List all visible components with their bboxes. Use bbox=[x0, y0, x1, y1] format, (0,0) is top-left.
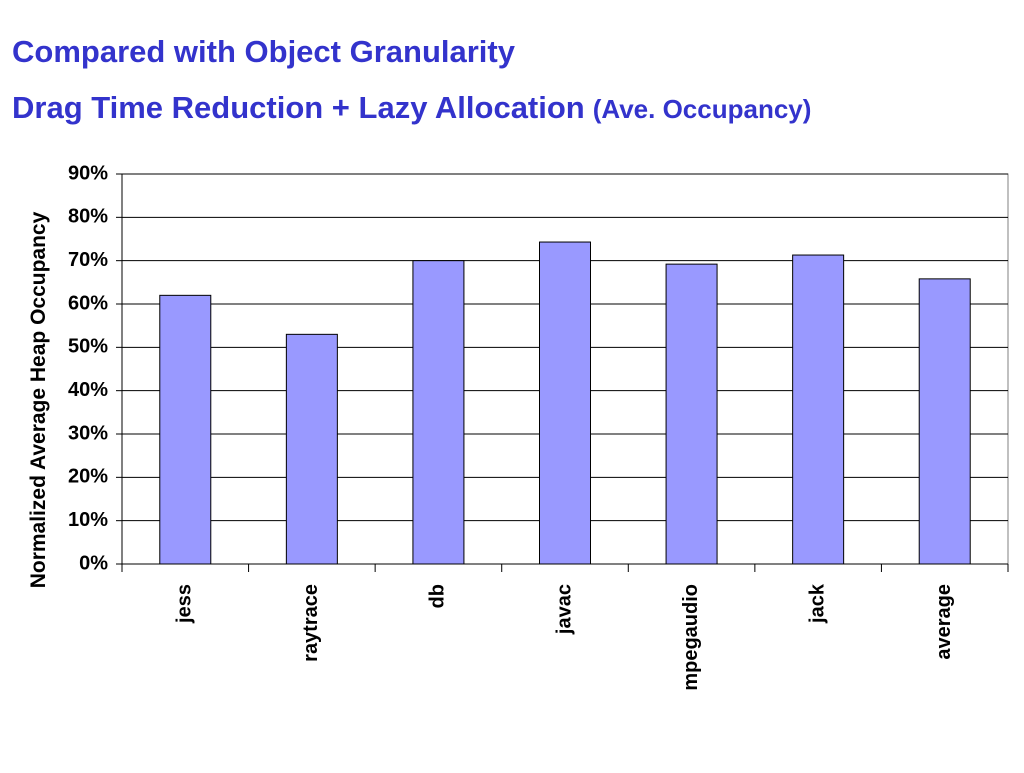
x-tick-label: jess bbox=[174, 584, 196, 624]
x-tick-label: raytrace bbox=[300, 584, 322, 662]
chart-title: Compared with Object Granularity bbox=[12, 34, 516, 69]
bar bbox=[918, 278, 971, 565]
bar bbox=[159, 294, 212, 565]
x-tick-label: jack bbox=[806, 583, 828, 624]
x-tick-label: javac bbox=[553, 584, 575, 635]
y-tick-label: 60% bbox=[68, 292, 108, 314]
y-axis-label: Normalized Average Heap Occupancy bbox=[27, 211, 50, 588]
y-tick-label: 80% bbox=[68, 206, 108, 228]
x-tick-label: mpegaudio bbox=[680, 584, 702, 691]
x-tick-label: db bbox=[427, 584, 449, 608]
chart-subtitle: Drag Time Reduction + Lazy Allocation bbox=[12, 90, 585, 125]
bar bbox=[412, 260, 465, 565]
bar bbox=[665, 263, 718, 565]
subtitle-note: (Ave. Occupancy) bbox=[593, 94, 812, 124]
bar bbox=[539, 241, 591, 565]
y-tick-label: 70% bbox=[68, 249, 108, 271]
y-tick-label: 20% bbox=[68, 466, 108, 488]
y-tick-label: 0% bbox=[79, 552, 108, 574]
chart-subtitle-line: Drag Time Reduction + Lazy Allocation (Av… bbox=[12, 90, 811, 125]
y-tick-label: 30% bbox=[68, 422, 108, 444]
x-tick-label: average bbox=[933, 584, 955, 660]
bar bbox=[285, 333, 338, 565]
y-tick-label: 90% bbox=[68, 162, 108, 184]
y-tick-label: 50% bbox=[68, 336, 108, 358]
bar bbox=[792, 254, 845, 565]
y-tick-label: 10% bbox=[68, 509, 108, 531]
y-tick-label: 40% bbox=[68, 379, 108, 401]
